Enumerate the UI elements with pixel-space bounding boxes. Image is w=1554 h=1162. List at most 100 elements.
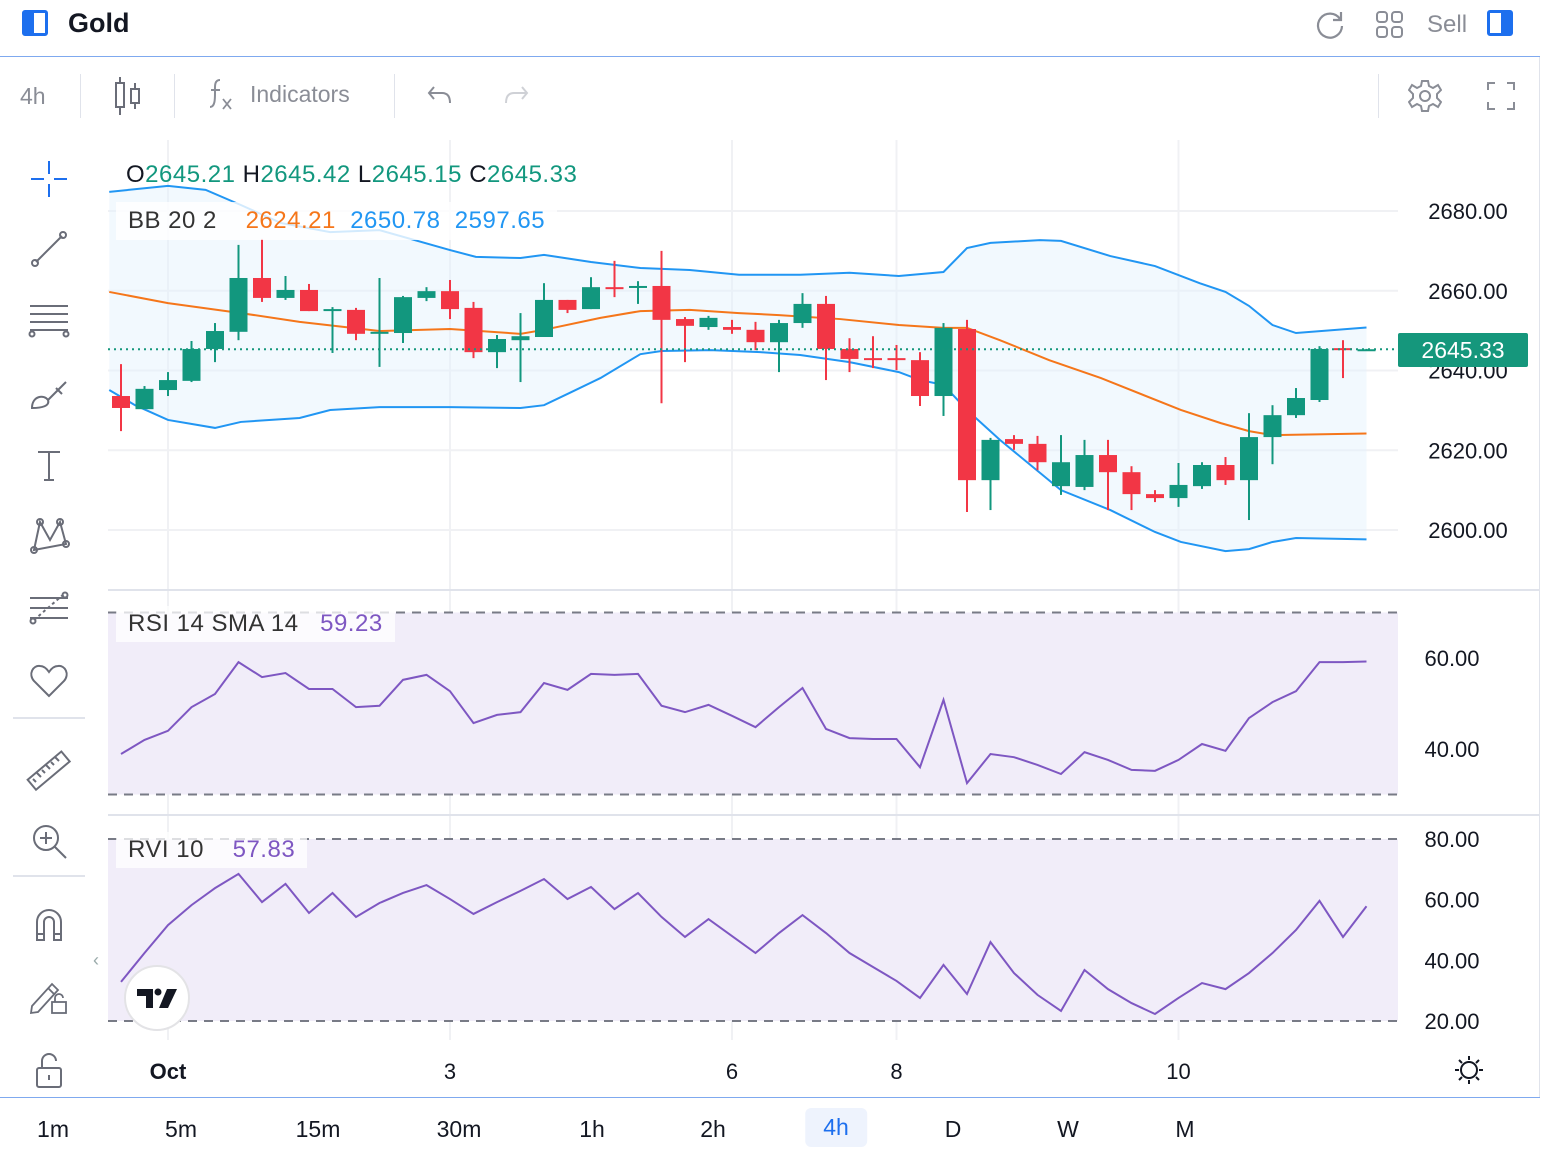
timeframe-1h[interactable]: 1h	[579, 1116, 605, 1142]
candle	[253, 238, 271, 302]
candle-body	[1240, 437, 1258, 481]
rsi-value: 59.23	[320, 610, 383, 637]
divider	[394, 74, 395, 118]
interval-button[interactable]: 4h	[20, 83, 46, 109]
lock-icon[interactable]	[28, 1050, 70, 1092]
text-icon[interactable]	[28, 444, 70, 486]
horizontal-lines-icon[interactable]	[28, 300, 70, 342]
candle	[1216, 457, 1235, 485]
candle	[417, 287, 436, 302]
candle	[793, 293, 812, 328]
panes	[108, 589, 1540, 1022]
indicators-button[interactable]: Indicators	[206, 77, 350, 111]
bb-lower-value: 2597.65	[454, 207, 546, 234]
refresh-icon[interactable]	[1314, 9, 1346, 41]
candle-body	[464, 307, 483, 353]
candle	[1028, 435, 1047, 471]
ruler-icon[interactable]	[24, 746, 74, 796]
heart-icon[interactable]	[28, 660, 70, 702]
price-axis-label: 2660.00	[1428, 279, 1508, 304]
timeframe-M[interactable]: M	[1175, 1116, 1195, 1142]
time-axis-label: 10	[1166, 1059, 1190, 1084]
candle-body	[793, 303, 812, 324]
candle	[981, 437, 1000, 511]
time-axis-settings-icon[interactable]	[1453, 1054, 1485, 1086]
undo-icon[interactable]	[426, 83, 454, 107]
timeframe-D[interactable]: D	[944, 1116, 962, 1142]
timeframe-W[interactable]: W	[1057, 1116, 1079, 1142]
candle-body	[394, 297, 412, 334]
high-value: 2645.42	[260, 161, 351, 188]
pattern-icon[interactable]	[28, 514, 70, 556]
candle-body	[276, 289, 295, 298]
candle	[323, 307, 342, 353]
low-value: 2645.15	[371, 161, 463, 188]
candle	[770, 319, 788, 373]
candle-body	[699, 317, 718, 328]
candles-icon[interactable]	[110, 75, 144, 117]
timeframe-1m[interactable]: 1m	[37, 1116, 69, 1142]
candle	[159, 372, 177, 397]
candle-body	[1216, 465, 1235, 481]
candle	[1240, 413, 1258, 521]
candle-body	[840, 348, 859, 359]
current-price-badge: 2645.33	[1398, 333, 1528, 367]
candle-body	[676, 319, 694, 326]
crosshair-icon[interactable]	[28, 158, 70, 200]
sell-button[interactable]: Sell	[1427, 11, 1468, 38]
panel-right-icon[interactable]	[1487, 10, 1513, 36]
candle-body	[652, 285, 671, 320]
candle	[1334, 340, 1352, 379]
fullscreen-icon[interactable]	[1486, 81, 1516, 111]
pencil-lock-icon[interactable]	[28, 976, 70, 1018]
tradingview-logo[interactable]	[124, 965, 190, 1031]
zoom-in-icon[interactable]	[28, 820, 70, 862]
fx-icon	[209, 79, 232, 110]
close-label: C	[469, 161, 488, 188]
bb-label: BB 20 2	[128, 207, 217, 234]
timeframe-30m[interactable]: 30m	[436, 1116, 482, 1142]
magnet-icon[interactable]	[28, 904, 70, 946]
brush-icon[interactable]	[28, 374, 70, 416]
divider	[13, 717, 85, 719]
chart-border	[1539, 57, 1540, 1097]
candle-body	[1146, 494, 1164, 499]
timeframe-4h[interactable]: 4h	[805, 1108, 867, 1147]
panel-left-icon[interactable]	[22, 10, 48, 36]
candle	[464, 301, 483, 359]
candle	[300, 283, 318, 312]
candle-body	[1334, 348, 1352, 351]
candle-body	[1099, 455, 1117, 473]
candle	[652, 250, 671, 404]
bb-legend[interactable]: BB 20 2 2624.21 2650.78 2597.65	[116, 202, 558, 240]
grid-icon[interactable]	[1375, 10, 1405, 40]
candle	[441, 279, 459, 320]
rvi-axis-label: 40.00	[1424, 948, 1479, 973]
collapse-toolbar-icon[interactable]: ‹	[93, 950, 99, 970]
redo-icon[interactable]	[502, 83, 530, 107]
rvi-value: 57.83	[232, 836, 296, 863]
low-label: L	[357, 161, 372, 188]
candle	[1052, 435, 1070, 495]
candle	[1310, 346, 1329, 403]
candle	[817, 295, 835, 381]
rvi-axis-label: 60.00	[1424, 888, 1479, 913]
candle-body	[1028, 443, 1047, 463]
candle	[276, 275, 295, 300]
settings-icon[interactable]	[1408, 79, 1442, 113]
time-axis-label: Oct	[150, 1059, 187, 1084]
timeframe-15m[interactable]: 15m	[295, 1116, 341, 1142]
candle-body	[1310, 348, 1329, 401]
timeframe-2h[interactable]: 2h	[700, 1116, 726, 1142]
candle	[887, 344, 906, 371]
rvi-legend[interactable]: RVI 10 57.83	[116, 832, 308, 868]
trend-line-icon[interactable]	[28, 228, 70, 270]
candle-body	[1263, 415, 1282, 438]
fib-icon[interactable]	[28, 588, 70, 630]
candle-body	[112, 396, 130, 408]
rsi-legend[interactable]: RSI 14 SMA 14 59.23	[116, 606, 395, 642]
timeframe-5m[interactable]: 5m	[165, 1116, 197, 1142]
candle	[840, 338, 859, 373]
timeframe-bar: 1m 5m 15m 30m 1h 2h 4h D W M	[0, 1097, 1540, 1162]
logo-icon	[137, 988, 177, 1008]
